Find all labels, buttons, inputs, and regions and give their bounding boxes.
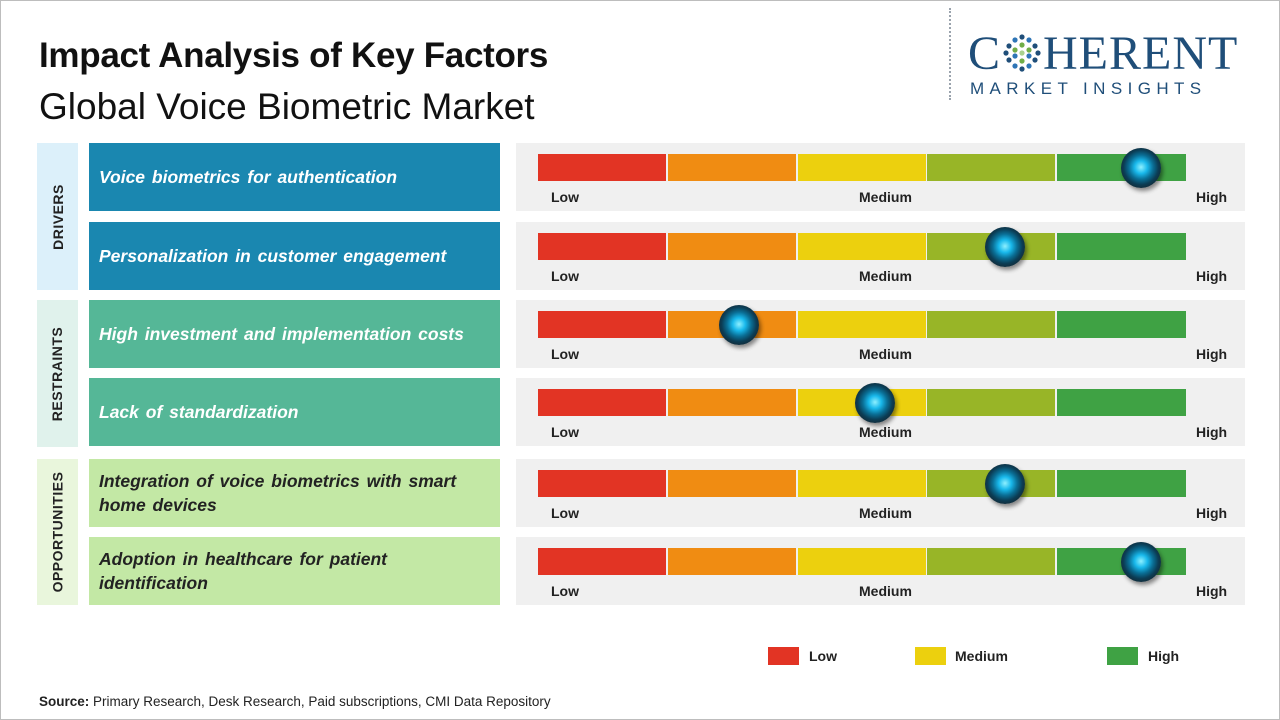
- scale-label-medium: Medium: [859, 505, 912, 521]
- scale-label-high: High: [1196, 189, 1228, 205]
- legend-label-high: High: [1148, 648, 1180, 664]
- category-label: RESTRAINTS: [49, 326, 66, 421]
- logo-letter-c: C: [968, 27, 1002, 80]
- meter-segment-4: [927, 311, 1055, 338]
- category-label: DRIVERS: [49, 183, 66, 250]
- category-drivers: DRIVERS: [37, 143, 78, 290]
- scale-label-low: Low: [551, 346, 579, 362]
- meter-segment-3: [798, 154, 926, 181]
- impact-meter: Low Medium High: [516, 537, 1245, 605]
- factor-text: Lack of standardization: [99, 402, 299, 422]
- meter-segment-1: [538, 311, 666, 338]
- meter-segment-4: [927, 389, 1055, 416]
- factor-text: Adoption in healthcare for patient ident…: [99, 549, 388, 593]
- meter-segment-1: [538, 548, 666, 575]
- scale-label-low: Low: [551, 189, 579, 205]
- impact-indicator-knob: [854, 383, 895, 423]
- impact-meter: Low Medium High: [516, 143, 1245, 211]
- logo-letters-herent: HERENT: [1043, 27, 1239, 80]
- logo-divider: [949, 8, 951, 100]
- impact-indicator-knob: [1120, 148, 1161, 188]
- category-label: OPPORTUNITIES: [49, 471, 66, 593]
- factor-box: Voice biometrics for authentication: [89, 143, 500, 211]
- impact-indicator-knob: [1120, 542, 1161, 582]
- scale-label-high: High: [1196, 583, 1228, 599]
- meter-segment-2: [668, 154, 796, 181]
- meter-segment-3: [798, 233, 926, 260]
- meter-segment-3: [798, 548, 926, 575]
- scale-label-low: Low: [551, 505, 579, 521]
- meter-segment-2: [668, 470, 796, 497]
- legend-label-low: Low: [809, 648, 837, 664]
- impact-indicator-knob: [984, 227, 1025, 267]
- scale-label-high: High: [1196, 346, 1228, 362]
- scale-label-medium: Medium: [859, 346, 912, 362]
- meter-segment-1: [538, 470, 666, 497]
- page-subtitle: Global Voice Biometric Market: [39, 86, 535, 127]
- factor-box: Adoption in healthcare for patient ident…: [89, 537, 500, 605]
- scale-label-high: High: [1196, 424, 1228, 440]
- scale-label-low: Low: [551, 424, 579, 440]
- scale-label-medium: Medium: [859, 189, 912, 205]
- meter-segment-4: [927, 154, 1055, 181]
- scale-label-medium: Medium: [859, 268, 912, 284]
- meter-segment-5: [1057, 311, 1186, 338]
- meter-segment-2: [668, 548, 796, 575]
- page-title: Impact Analysis of Key Factors: [39, 36, 549, 75]
- company-logo: C HERENT: [968, 30, 1238, 78]
- meter-segment-2: [668, 389, 796, 416]
- impact-indicator-knob: [984, 464, 1025, 504]
- factor-box: Lack of standardization: [89, 378, 500, 446]
- meter-segment-1: [538, 233, 666, 260]
- category-restraints: RESTRAINTS: [37, 300, 78, 447]
- source-note: Source: Primary Research, Desk Research,…: [39, 694, 551, 709]
- meter-segment-3: [798, 311, 926, 338]
- factor-text: High investment and implementation costs: [99, 324, 464, 344]
- impact-indicator-knob: [718, 305, 759, 345]
- meter-segment-5: [1057, 233, 1186, 260]
- legend-swatch-medium: [915, 647, 946, 665]
- factor-text: Personalization in customer engagement: [99, 246, 447, 266]
- meter-segment-1: [538, 389, 666, 416]
- impact-meter: Low Medium High: [516, 459, 1245, 527]
- factor-box: Personalization in customer engagement: [89, 222, 500, 290]
- category-opportunities: OPPORTUNITIES: [37, 459, 78, 605]
- scale-label-medium: Medium: [859, 424, 912, 440]
- meter-segment-1: [538, 154, 666, 181]
- impact-meter: Low Medium High: [516, 222, 1245, 290]
- factor-box: Integration of voice biometrics with sma…: [89, 459, 500, 527]
- logo-dots-icon: [1003, 34, 1041, 72]
- logo-tagline: MARKET INSIGHTS: [970, 79, 1207, 98]
- factor-text: Voice biometrics for authentication: [99, 167, 398, 187]
- scale-label-high: High: [1196, 268, 1228, 284]
- scale-label-medium: Medium: [859, 583, 912, 599]
- legend-label-medium: Medium: [955, 648, 1008, 664]
- meter-segment-2: [668, 233, 796, 260]
- legend-swatch-high: [1107, 647, 1138, 665]
- factor-text: Integration of voice biometrics with sma…: [99, 471, 457, 515]
- scale-label-high: High: [1196, 505, 1228, 521]
- meter-segment-4: [927, 548, 1055, 575]
- source-label: Source:: [39, 694, 90, 709]
- impact-meter: Low Medium High: [516, 378, 1245, 446]
- factor-box: High investment and implementation costs: [89, 300, 500, 368]
- source-text: Primary Research, Desk Research, Paid su…: [89, 694, 551, 709]
- meter-segment-5: [1057, 470, 1186, 497]
- legend-swatch-low: [768, 647, 799, 665]
- meter-segment-5: [1057, 389, 1186, 416]
- scale-label-low: Low: [551, 268, 579, 284]
- scale-label-low: Low: [551, 583, 579, 599]
- meter-segment-3: [798, 470, 926, 497]
- impact-meter: Low Medium High: [516, 300, 1245, 368]
